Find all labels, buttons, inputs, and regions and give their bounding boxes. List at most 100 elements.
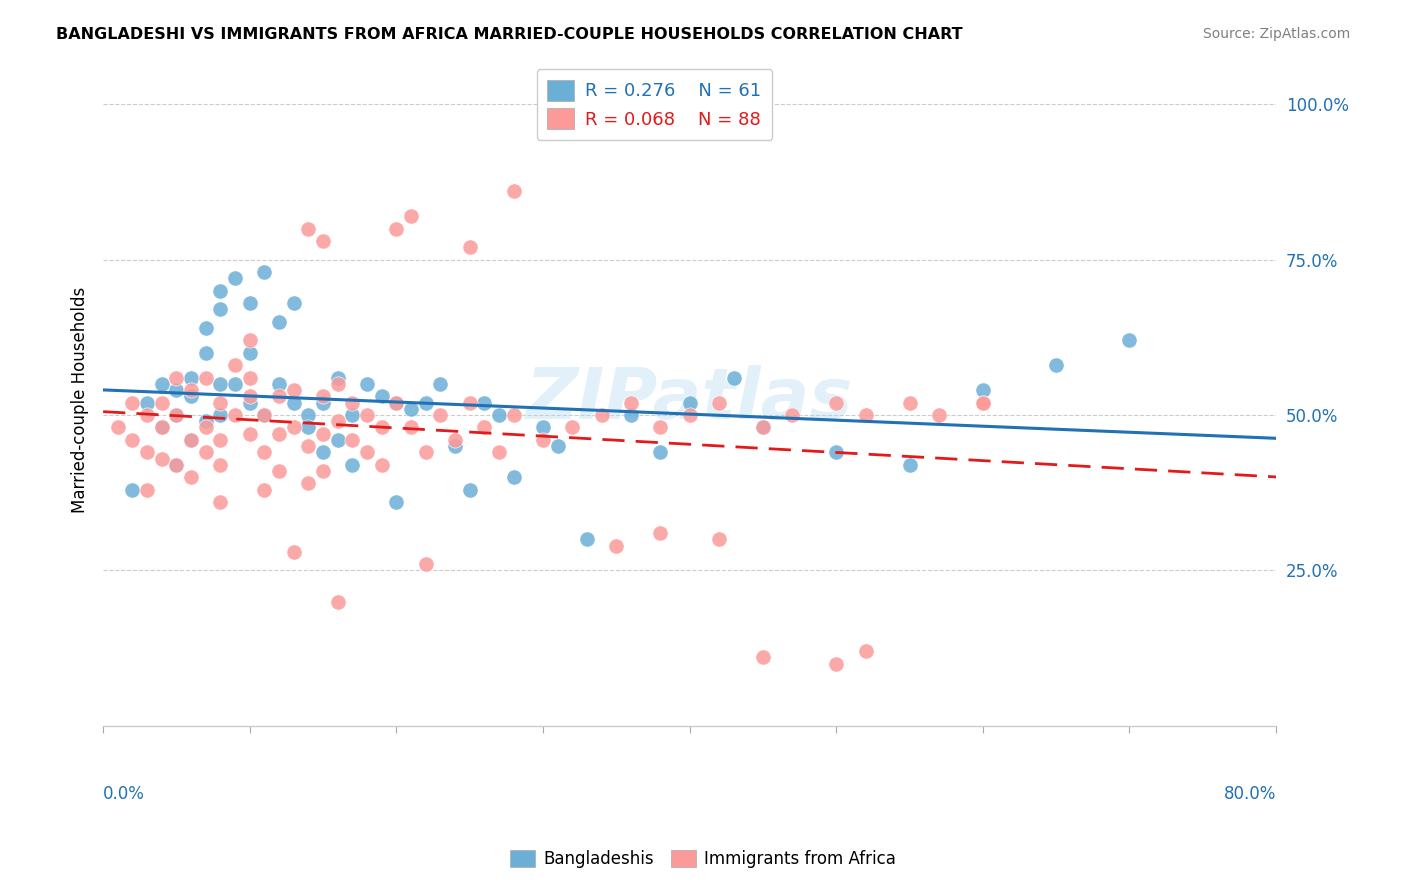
Point bbox=[209, 458, 232, 472]
Point bbox=[472, 420, 495, 434]
Point bbox=[239, 346, 262, 360]
Point bbox=[547, 439, 569, 453]
Point bbox=[855, 408, 877, 422]
Point bbox=[194, 445, 217, 459]
Point bbox=[429, 376, 451, 391]
Point bbox=[342, 395, 364, 409]
Point bbox=[707, 395, 730, 409]
Point bbox=[370, 458, 392, 472]
Point bbox=[488, 408, 510, 422]
Point bbox=[224, 359, 246, 373]
Point bbox=[150, 395, 173, 409]
Point bbox=[780, 408, 803, 422]
Point bbox=[825, 395, 848, 409]
Point bbox=[356, 445, 378, 459]
Point bbox=[180, 470, 202, 484]
Point bbox=[194, 420, 217, 434]
Point bbox=[678, 408, 700, 422]
Point bbox=[415, 395, 437, 409]
Text: ZIPatlas: ZIPatlas bbox=[526, 365, 853, 434]
Point bbox=[752, 650, 775, 665]
Point bbox=[472, 395, 495, 409]
Point bbox=[165, 383, 187, 397]
Point bbox=[239, 389, 262, 403]
Point bbox=[650, 445, 672, 459]
Point bbox=[502, 408, 524, 422]
Point bbox=[502, 470, 524, 484]
Point bbox=[326, 371, 349, 385]
Point bbox=[898, 395, 921, 409]
Point bbox=[283, 383, 305, 397]
Point bbox=[209, 284, 232, 298]
Point bbox=[458, 483, 481, 497]
Point bbox=[620, 395, 643, 409]
Point bbox=[239, 371, 262, 385]
Point bbox=[239, 334, 262, 348]
Point bbox=[752, 420, 775, 434]
Point bbox=[561, 420, 583, 434]
Point bbox=[678, 395, 700, 409]
Point bbox=[165, 408, 187, 422]
Point bbox=[385, 495, 408, 509]
Point bbox=[283, 296, 305, 310]
Point bbox=[253, 483, 276, 497]
Point bbox=[326, 414, 349, 428]
Point bbox=[312, 395, 335, 409]
Point bbox=[267, 464, 290, 478]
Point bbox=[194, 371, 217, 385]
Point bbox=[209, 408, 232, 422]
Point bbox=[415, 558, 437, 572]
Point bbox=[342, 458, 364, 472]
Point bbox=[283, 545, 305, 559]
Point bbox=[312, 389, 335, 403]
Point bbox=[297, 476, 319, 491]
Point bbox=[194, 414, 217, 428]
Point bbox=[825, 657, 848, 671]
Point bbox=[267, 426, 290, 441]
Y-axis label: Married-couple Households: Married-couple Households bbox=[72, 286, 89, 513]
Point bbox=[312, 426, 335, 441]
Point bbox=[531, 420, 554, 434]
Point bbox=[136, 445, 159, 459]
Point bbox=[180, 433, 202, 447]
Point bbox=[267, 315, 290, 329]
Point bbox=[385, 395, 408, 409]
Point bbox=[297, 221, 319, 235]
Point bbox=[605, 539, 627, 553]
Point bbox=[239, 426, 262, 441]
Point bbox=[121, 433, 143, 447]
Point bbox=[267, 376, 290, 391]
Point bbox=[326, 376, 349, 391]
Text: BANGLADESHI VS IMMIGRANTS FROM AFRICA MARRIED-COUPLE HOUSEHOLDS CORRELATION CHAR: BANGLADESHI VS IMMIGRANTS FROM AFRICA MA… bbox=[56, 27, 963, 42]
Point bbox=[150, 420, 173, 434]
Point bbox=[972, 383, 994, 397]
Point bbox=[180, 371, 202, 385]
Legend: R = 0.276    N = 61, R = 0.068    N = 88: R = 0.276 N = 61, R = 0.068 N = 88 bbox=[537, 70, 772, 140]
Point bbox=[385, 221, 408, 235]
Point bbox=[972, 395, 994, 409]
Point bbox=[297, 439, 319, 453]
Point bbox=[723, 371, 745, 385]
Point bbox=[752, 420, 775, 434]
Point bbox=[312, 234, 335, 248]
Point bbox=[150, 420, 173, 434]
Point bbox=[531, 433, 554, 447]
Point bbox=[194, 346, 217, 360]
Point bbox=[136, 483, 159, 497]
Point bbox=[209, 376, 232, 391]
Point bbox=[444, 439, 467, 453]
Point bbox=[488, 445, 510, 459]
Point bbox=[415, 445, 437, 459]
Point bbox=[972, 395, 994, 409]
Point bbox=[180, 383, 202, 397]
Point bbox=[283, 420, 305, 434]
Point bbox=[165, 371, 187, 385]
Point bbox=[399, 420, 422, 434]
Point bbox=[253, 445, 276, 459]
Text: 80.0%: 80.0% bbox=[1223, 785, 1277, 803]
Point bbox=[356, 408, 378, 422]
Point bbox=[297, 420, 319, 434]
Point bbox=[620, 408, 643, 422]
Legend: Bangladeshis, Immigrants from Africa: Bangladeshis, Immigrants from Africa bbox=[503, 843, 903, 875]
Point bbox=[356, 376, 378, 391]
